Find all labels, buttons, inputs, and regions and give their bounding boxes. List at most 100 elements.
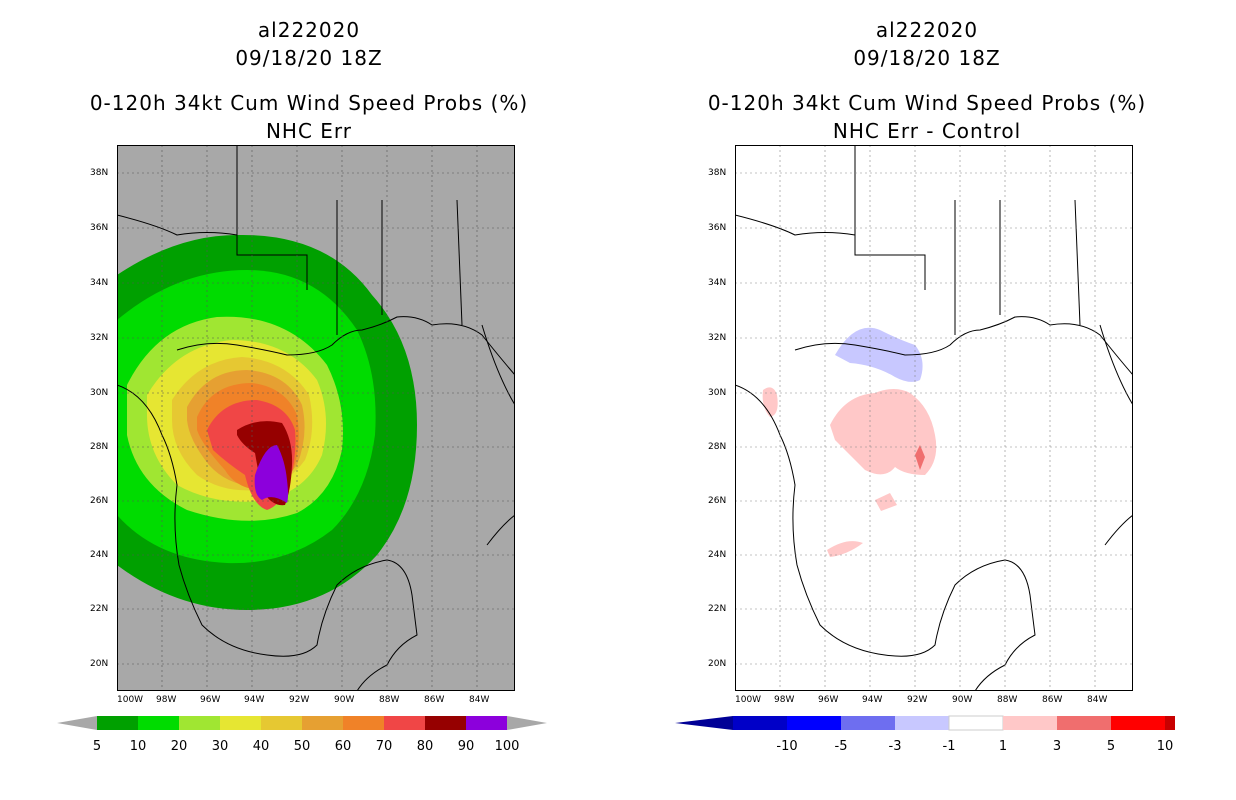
lat-label: 28N	[708, 442, 727, 452]
lat-label: 34N	[90, 278, 109, 288]
colorbar-label: -5	[835, 739, 848, 754]
diff-neg	[835, 327, 923, 382]
lon-label: 100W	[735, 695, 762, 705]
colorbar-label: 40	[253, 739, 270, 754]
colorbar: 5 10 20 30 40 50 60 70 80 90 100	[57, 716, 547, 754]
lat-label: 20N	[90, 659, 109, 669]
colorbar-label: 80	[417, 739, 434, 754]
lon-label: 84W	[1087, 695, 1108, 705]
colorbar-box	[841, 716, 895, 730]
lon-label: 90W	[952, 695, 973, 705]
florida	[481, 324, 515, 406]
lon-label: 92W	[289, 695, 310, 705]
datetime: 09/18/20 18Z	[235, 46, 383, 70]
lat-label: 20N	[708, 659, 727, 669]
diff-pos-small	[875, 493, 897, 511]
colorbar-box	[384, 716, 425, 730]
storm-id: al222020	[257, 18, 361, 42]
map-background	[735, 145, 1133, 691]
colorbar-label: 50	[294, 739, 311, 754]
colorbar-box	[138, 716, 179, 730]
colorbar-box	[97, 716, 138, 730]
lat-label: 24N	[90, 550, 109, 560]
lat-label: 32N	[90, 333, 109, 343]
colorbar-label: 90	[458, 739, 475, 754]
colorbar-over	[507, 716, 547, 730]
lat-label: 38N	[708, 168, 727, 178]
colorbar-box	[1165, 716, 1175, 730]
colorbar-under	[675, 716, 733, 730]
colorbar-label: 5	[93, 739, 101, 754]
colorbar-label: 10	[1157, 739, 1174, 754]
colorbar-box	[343, 716, 384, 730]
lon-label: 96W	[200, 695, 221, 705]
lon-label: 86W	[1042, 695, 1063, 705]
lon-label: 84W	[469, 695, 490, 705]
colorbar-label: 70	[376, 739, 393, 754]
colorbar-box	[179, 716, 220, 730]
lat-label: 24N	[708, 550, 727, 560]
gulf-coast	[794, 316, 1133, 376]
lat-label: 34N	[708, 278, 727, 288]
product-title: 0-120h 34kt Cum Wind Speed Probs (%)	[707, 91, 1147, 115]
lat-label: 22N	[708, 604, 727, 614]
probability-map	[117, 145, 515, 691]
colorbar-box	[948, 715, 1004, 731]
colorbar-box	[1003, 716, 1057, 730]
colorbar-box	[261, 716, 302, 730]
map-frame	[735, 145, 1133, 691]
left-panel: al222020 09/18/20 18Z 0-120h 34kt Cum Wi…	[57, 18, 547, 754]
right-panel: al222020 09/18/20 18Z 0-120h 34kt Cum Wi…	[618, 0, 1236, 800]
datetime: 09/18/20 18Z	[853, 46, 1001, 70]
colorbar-label: 60	[335, 739, 352, 754]
lat-label: 30N	[90, 388, 109, 398]
colorbar-label: 10	[130, 739, 147, 754]
colorbar-label: -1	[943, 739, 956, 754]
lon-label: 96W	[818, 695, 839, 705]
lon-label: 88W	[379, 695, 400, 705]
colorbar-label: 20	[171, 739, 188, 754]
grid-lines	[117, 145, 515, 691]
map-frame	[117, 145, 515, 691]
colorbar-box	[1057, 716, 1111, 730]
lat-label: 36N	[90, 223, 109, 233]
florida	[1099, 324, 1133, 406]
lon-label: 86W	[424, 695, 445, 705]
diff-pos-small	[827, 541, 863, 557]
lon-label: 92W	[907, 695, 928, 705]
lat-label: 28N	[90, 442, 109, 452]
lat-label: 32N	[708, 333, 727, 343]
colorbar: -10 -5 -3 -1 1 3 5 10	[675, 715, 1175, 754]
colorbar-box	[895, 716, 949, 730]
subtitle: NHC Err	[265, 119, 353, 143]
cuba	[1104, 514, 1133, 546]
colorbar-box	[220, 716, 261, 730]
lon-label: 94W	[862, 695, 883, 705]
lat-label: 36N	[708, 223, 727, 233]
storm-id: al222020	[875, 18, 979, 42]
lon-label: 98W	[774, 695, 795, 705]
prob-90	[254, 445, 288, 503]
colorbar-label: 30	[212, 739, 229, 754]
lon-label: 94W	[244, 695, 265, 705]
colorbar-box	[1111, 716, 1165, 730]
colorbar-label: 1	[999, 739, 1007, 754]
diff-pos-strong	[915, 445, 925, 470]
product-title: 0-120h 34kt Cum Wind Speed Probs (%)	[89, 91, 529, 115]
lon-label: 90W	[334, 695, 355, 705]
colorbar-box	[733, 716, 787, 730]
lon-label: 98W	[156, 695, 177, 705]
colorbar-label: 3	[1053, 739, 1061, 754]
difference-map	[735, 145, 1133, 691]
grid-lines	[735, 145, 1133, 691]
coastline	[117, 384, 418, 691]
cuba	[486, 514, 515, 546]
lon-label: 88W	[997, 695, 1018, 705]
colorbar-box	[302, 716, 343, 730]
coastline	[735, 384, 1036, 691]
colorbar-box	[466, 716, 507, 730]
colorbar-box	[425, 716, 466, 730]
diff-pos	[830, 389, 937, 475]
lat-label: 30N	[708, 388, 727, 398]
lat-label: 22N	[90, 604, 109, 614]
